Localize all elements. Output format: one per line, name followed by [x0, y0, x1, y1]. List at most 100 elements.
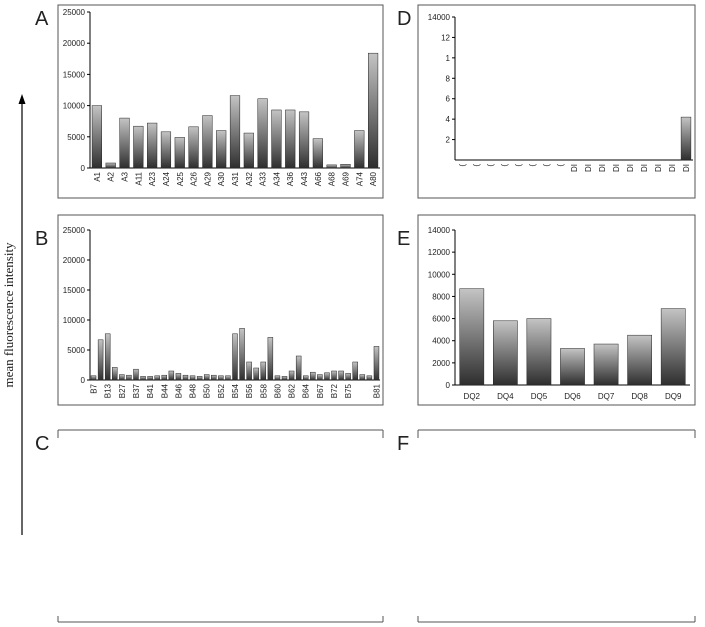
y-tick-label: 5000	[67, 133, 85, 142]
x-tick-label: (	[458, 164, 467, 167]
x-tick-label: DI	[584, 164, 593, 172]
y-tick-label: 8	[446, 74, 451, 83]
x-tick-label: DQ5	[531, 392, 548, 401]
bar	[90, 375, 97, 381]
x-tick-label: B64	[302, 383, 311, 398]
x-tick-label: B72	[330, 383, 339, 398]
bar	[203, 374, 210, 381]
bar	[246, 361, 252, 381]
bar	[260, 361, 267, 381]
x-tick-label: DQ7	[598, 392, 615, 401]
bar	[560, 348, 585, 386]
bar	[366, 375, 373, 381]
bar	[345, 373, 351, 381]
bar	[112, 367, 118, 381]
x-tick-label: B46	[174, 383, 183, 398]
x-tick-label: B67	[316, 383, 325, 398]
bar	[326, 164, 337, 169]
x-tick-label: DQ6	[564, 392, 581, 401]
x-tick-label: A26	[190, 171, 199, 186]
bar	[352, 361, 358, 381]
panel-letter: E	[397, 228, 410, 250]
bar	[239, 328, 245, 381]
x-tick-label: A11	[134, 171, 143, 185]
bar	[243, 132, 254, 169]
bar	[526, 318, 552, 386]
bar	[105, 162, 116, 169]
x-tick-label: A25	[176, 171, 185, 186]
y-tick-label: 4000	[432, 337, 450, 346]
y-axis-title: mean fluorescence intensity	[1, 242, 16, 388]
x-tick-label: A80	[369, 171, 378, 186]
x-tick-label: B7	[90, 383, 99, 393]
x-tick-label: B75	[344, 383, 353, 398]
y-tick-label: 20000	[63, 256, 86, 265]
bar	[354, 130, 365, 169]
x-tick-label: (	[528, 164, 537, 167]
x-tick-label: A24	[162, 171, 171, 186]
y-tick-label: 25000	[63, 226, 86, 235]
arrow-head	[18, 94, 26, 104]
bar	[133, 125, 144, 169]
bar	[202, 115, 213, 169]
bar	[104, 333, 111, 381]
bar	[154, 375, 160, 381]
x-tick-label: DI	[626, 164, 635, 172]
bar	[160, 131, 172, 169]
y-tick-label: 0	[446, 381, 451, 390]
y-tick-label: 6000	[432, 315, 450, 324]
bar	[298, 111, 310, 169]
bar	[593, 343, 619, 386]
bar	[229, 95, 241, 169]
x-tick-label: A43	[300, 171, 309, 186]
x-tick-label: A36	[286, 171, 295, 186]
bar	[168, 370, 175, 381]
y-tick-label: 0	[81, 164, 86, 173]
bar	[459, 288, 485, 386]
x-tick-label: (	[472, 164, 481, 167]
x-tick-label: A69	[341, 171, 350, 186]
y-tick-label: 1	[446, 54, 451, 63]
x-tick-label: DI	[654, 164, 663, 172]
bar	[133, 368, 139, 381]
bar	[295, 355, 302, 381]
bar	[182, 374, 189, 381]
x-tick-label: DQ2	[464, 392, 481, 401]
bar	[147, 376, 153, 381]
y-tick-label: 6	[446, 95, 451, 104]
bar	[274, 375, 281, 381]
bar	[161, 374, 167, 381]
bar	[126, 374, 132, 381]
bar	[97, 339, 104, 381]
bar	[119, 374, 125, 381]
bar	[317, 374, 323, 381]
x-tick-label: DI	[640, 164, 649, 172]
y-tick-label: 8000	[432, 292, 450, 301]
y-tick-label: 0	[81, 376, 86, 385]
bar	[174, 137, 185, 169]
x-tick-label: A33	[259, 171, 268, 186]
panel-border	[417, 4, 696, 199]
bar	[660, 308, 686, 386]
bar	[196, 376, 203, 381]
bar	[147, 122, 158, 169]
x-tick-label: (	[556, 164, 565, 167]
x-tick-label: DQ4	[497, 392, 514, 401]
panel-letter: D	[397, 8, 411, 30]
bar	[218, 375, 224, 381]
x-tick-label: DQ9	[665, 392, 682, 401]
x-tick-label: A32	[245, 171, 254, 186]
x-tick-label: (	[500, 164, 509, 167]
bar	[493, 320, 518, 386]
bar	[140, 376, 146, 381]
x-tick-label: DQ8	[631, 392, 648, 401]
panel-letter: C	[35, 433, 49, 455]
y-tick-label: 14000	[428, 13, 451, 22]
x-tick-label: A74	[355, 171, 364, 186]
x-tick-label: A66	[314, 171, 323, 186]
y-tick-label: 5000	[67, 346, 85, 355]
bar	[232, 333, 238, 381]
bar	[310, 371, 316, 381]
bar	[253, 367, 259, 381]
